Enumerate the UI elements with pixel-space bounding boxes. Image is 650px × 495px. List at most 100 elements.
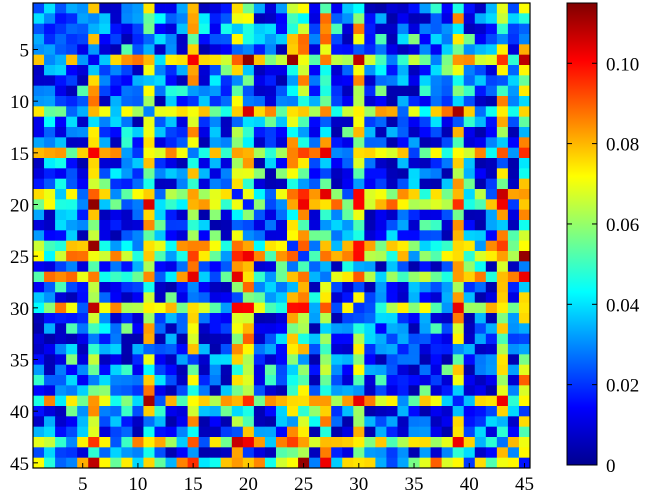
- heatmap-cell: [309, 220, 321, 231]
- heatmap-cell: [419, 406, 431, 417]
- heatmap-cell: [33, 199, 45, 211]
- heatmap-cell: [485, 302, 498, 314]
- heatmap-cell: [176, 137, 189, 149]
- heatmap-cell: [220, 168, 233, 180]
- heatmap-cell: [386, 302, 398, 314]
- heatmap-cell: [331, 178, 343, 190]
- heatmap-cell: [132, 282, 144, 293]
- heatmap-cell: [386, 158, 398, 169]
- heatmap-cell: [77, 364, 89, 376]
- heatmap-cell: [375, 406, 387, 417]
- heatmap-cell: [77, 230, 89, 242]
- heatmap-cells: [33, 3, 531, 469]
- heatmap-cell: [441, 158, 454, 169]
- heatmap-cell: [198, 23, 211, 35]
- heatmap-cell: [187, 158, 200, 169]
- heatmap-cell: [99, 220, 111, 231]
- heatmap-cell: [364, 54, 376, 66]
- heatmap-cell: [375, 354, 387, 366]
- heatmap-cell: [518, 127, 531, 138]
- heatmap-cell: [419, 323, 431, 335]
- heatmap-cell: [419, 344, 431, 355]
- heatmap-cell: [154, 75, 166, 87]
- heatmap-cell: [198, 457, 211, 469]
- heatmap-cell: [364, 3, 376, 14]
- heatmap-cell: [452, 199, 465, 211]
- heatmap-cell: [298, 85, 310, 97]
- heatmap-cell: [507, 23, 520, 35]
- heatmap-cell: [518, 282, 531, 293]
- heatmap-cell: [176, 127, 189, 138]
- heatmap-cell: [353, 271, 365, 283]
- heatmap-cell: [44, 333, 56, 345]
- heatmap-cell: [331, 261, 343, 273]
- heatmap-cell: [220, 116, 233, 128]
- heatmap-cell: [88, 3, 100, 14]
- heatmap-cell: [353, 116, 365, 128]
- heatmap-cell: [165, 395, 177, 407]
- heatmap-cell: [44, 189, 56, 200]
- heatmap-cell: [77, 447, 89, 459]
- heatmap-cell: [143, 271, 155, 283]
- heatmap-cell: [55, 375, 67, 386]
- heatmap-cell: [154, 416, 166, 428]
- heatmap-cell: [386, 375, 398, 386]
- heatmap-cell: [298, 3, 310, 14]
- heatmap-cell: [242, 364, 255, 376]
- heatmap-cell: [275, 323, 288, 335]
- heatmap-cell: [275, 13, 288, 25]
- heatmap-cell: [154, 189, 166, 200]
- heatmap-cell: [474, 54, 487, 66]
- heatmap-cell: [121, 137, 133, 149]
- heatmap-cell: [165, 406, 177, 417]
- heatmap-cell: [452, 13, 465, 25]
- heatmap-cell: [507, 271, 520, 283]
- heatmap-cell: [209, 199, 222, 211]
- heatmap-cell: [485, 416, 498, 428]
- heatmap-cell: [463, 209, 476, 221]
- heatmap-cell: [287, 395, 299, 407]
- heatmap-cell: [408, 106, 420, 118]
- heatmap-cell: [209, 168, 222, 180]
- heatmap-cell: [408, 75, 420, 87]
- heatmap-cell: [518, 65, 531, 76]
- heatmap-cell: [441, 34, 454, 45]
- heatmap-cell: [253, 364, 266, 376]
- heatmap-cell: [342, 292, 354, 304]
- heatmap-cell: [187, 199, 200, 211]
- heatmap-cell: [275, 220, 288, 231]
- heatmap-cell: [110, 323, 122, 335]
- heatmap-cell: [55, 54, 67, 66]
- heatmap-cell: [408, 220, 420, 231]
- heatmap-cell: [121, 426, 133, 438]
- heatmap-cell: [441, 323, 454, 335]
- heatmap-cell: [66, 251, 78, 262]
- heatmap-cell: [386, 437, 398, 448]
- heatmap-cell: [287, 199, 299, 211]
- heatmap-cell: [287, 292, 299, 304]
- heatmap-cell: [463, 147, 476, 159]
- x-tick-label: 40: [460, 474, 479, 495]
- heatmap-cell: [154, 292, 166, 304]
- heatmap-cell: [342, 23, 354, 35]
- heatmap-cell: [121, 230, 133, 242]
- heatmap-cell: [198, 302, 211, 314]
- heatmap-cell: [452, 65, 465, 76]
- heatmap-cell: [66, 457, 78, 469]
- heatmap-cell: [55, 230, 67, 242]
- heatmap-cell: [474, 34, 487, 45]
- heatmap-cell: [419, 364, 431, 376]
- heatmap-cell: [375, 395, 387, 407]
- heatmap-cell: [441, 230, 454, 242]
- heatmap-cell: [375, 65, 387, 76]
- heatmap-cell: [518, 240, 531, 252]
- heatmap-cell: [364, 313, 376, 324]
- heatmap-cell: [342, 282, 354, 293]
- heatmap-cell: [44, 34, 56, 45]
- heatmap-cell: [452, 137, 465, 149]
- heatmap-cell: [331, 168, 343, 180]
- heatmap-cell: [77, 189, 89, 200]
- heatmap-cell: [298, 106, 310, 118]
- heatmap-cell: [121, 220, 133, 231]
- heatmap-cell: [463, 395, 476, 407]
